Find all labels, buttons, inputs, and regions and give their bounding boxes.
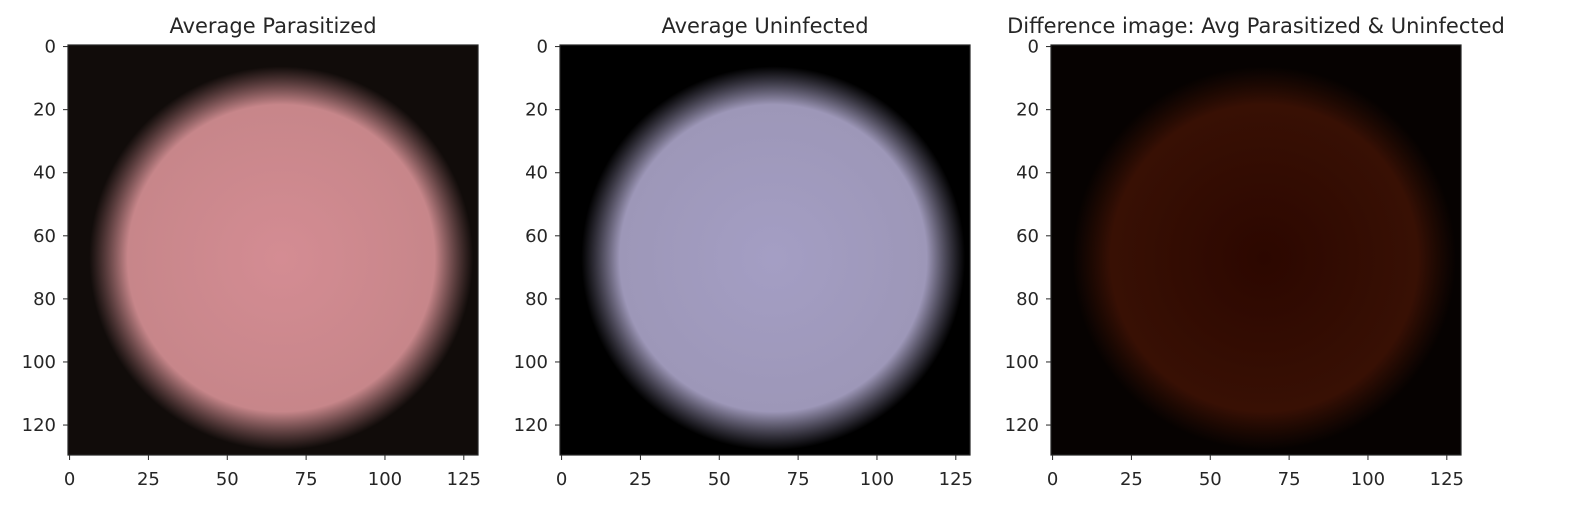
x-tick-label: 0 [556,469,567,490]
x-tick-label: 125 [939,469,973,490]
chart-panel-2: Average Uninfected 0 25 50 75 100 125 0 20 40 60 80… [514,14,973,490]
axes-frame [1050,44,1462,456]
x-tick-label: 75 [1278,469,1301,490]
y-tick-label: 20 [525,100,548,121]
x-tick-label: 125 [447,469,481,490]
y-tick-label: 80 [33,289,56,310]
y-tick-label: 60 [33,226,56,247]
y-tick-label: 0 [537,37,548,58]
x-tick-label: 75 [295,469,318,490]
x-tick-label: 100 [368,469,402,490]
y-tick-label: 100 [22,352,56,373]
x-tick-label: 25 [1120,469,1143,490]
x-tick-label: 50 [1199,469,1222,490]
y-tick-label: 120 [514,415,548,436]
y-tick-label: 60 [525,226,548,247]
x-tick-label: 125 [1430,469,1464,490]
y-tick-label: 40 [1016,163,1039,184]
x-tick-label: 25 [137,469,160,490]
y-tick-label: 100 [514,352,548,373]
image-area [68,45,478,455]
y-tick-label: 80 [525,289,548,310]
image-area [1051,45,1461,455]
image-area [560,45,970,455]
y-tick-label: 0 [1028,37,1039,58]
x-tick-label: 75 [787,469,810,490]
y-tick-label: 100 [1005,352,1039,373]
y-tick-label: 60 [1016,226,1039,247]
y-tick-label: 120 [1005,415,1039,436]
chart-title: Average Uninfected [661,14,868,38]
x-tick-label: 100 [860,469,894,490]
chart-panel-3: Difference image: Avg Parasitized & Unin… [1005,14,1505,490]
axes-frame [559,44,971,456]
y-tick-label: 0 [45,37,56,58]
x-tick-label: 50 [708,469,731,490]
chart-title: Difference image: Avg Parasitized & Unin… [1007,14,1505,38]
y-tick-label: 40 [33,163,56,184]
y-tick-label: 80 [1016,289,1039,310]
chart-panel-1: Average Parasitized 0 25 50 75 100 125 0 20 40 60 8… [22,14,481,490]
y-tick-label: 120 [22,415,56,436]
chart-title: Average Parasitized [169,14,376,38]
x-tick-label: 0 [1047,469,1058,490]
y-tick-label: 40 [525,163,548,184]
y-tick-label: 20 [1016,100,1039,121]
axes-frame [67,44,479,456]
x-tick-label: 25 [629,469,652,490]
x-tick-label: 100 [1351,469,1385,490]
x-tick-label: 50 [216,469,239,490]
y-tick-label: 20 [33,100,56,121]
x-tick-label: 0 [64,469,75,490]
